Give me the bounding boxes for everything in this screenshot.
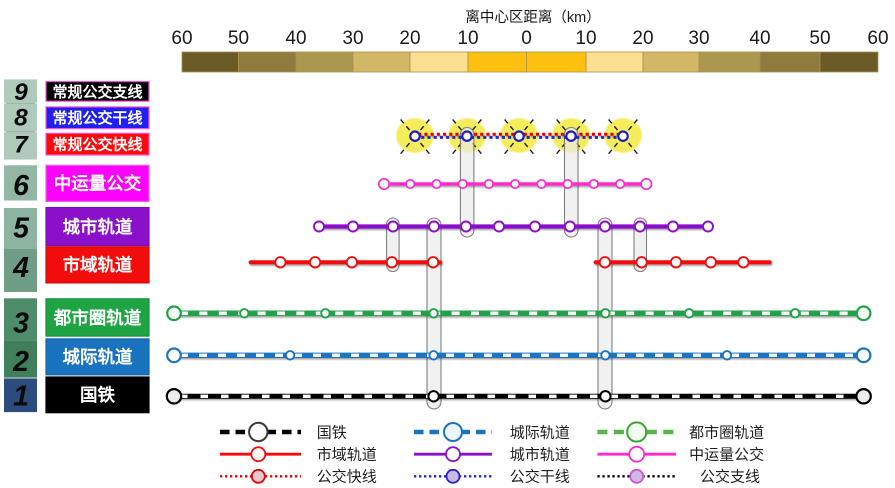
svg-text:常规公交干线: 常规公交干线	[52, 109, 142, 127]
svg-text:城市轨道: 城市轨道	[63, 217, 133, 237]
svg-text:市域轨道: 市域轨道	[317, 447, 377, 464]
svg-text:常规公交快线: 常规公交快线	[52, 136, 142, 154]
svg-text:10: 10	[457, 28, 478, 49]
svg-text:中运量公交: 中运量公交	[689, 446, 764, 464]
svg-text:国铁: 国铁	[317, 424, 347, 441]
svg-text:60: 60	[867, 28, 888, 49]
svg-text:20: 20	[399, 28, 420, 49]
svg-text:2: 2	[12, 346, 29, 378]
svg-text:国铁: 国铁	[80, 385, 115, 405]
svg-text:公交快线: 公交快线	[317, 468, 377, 486]
svg-text:0: 0	[521, 28, 532, 49]
svg-text:城际轨道: 城际轨道	[510, 424, 570, 441]
svg-text:20: 20	[632, 28, 653, 49]
svg-text:中运量公交: 中运量公交	[54, 174, 142, 194]
svg-text:5: 5	[13, 212, 30, 244]
svg-text:公交干线: 公交干线	[510, 468, 570, 486]
svg-text:40: 40	[749, 28, 770, 49]
svg-text:常规公交支线: 常规公交支线	[52, 83, 142, 101]
svg-text:离中心区距离（km）: 离中心区距离（km）	[465, 9, 600, 26]
svg-text:城市轨道: 城市轨道	[510, 447, 570, 464]
svg-text:9: 9	[14, 79, 28, 106]
svg-text:城际轨道: 城际轨道	[63, 347, 133, 367]
svg-text:4: 4	[12, 252, 29, 284]
svg-text:30: 30	[688, 28, 709, 49]
svg-text:50: 50	[809, 28, 830, 49]
svg-text:1: 1	[13, 381, 29, 413]
svg-text:市域轨道: 市域轨道	[63, 255, 133, 275]
svg-text:3: 3	[13, 307, 29, 339]
svg-text:都市圈轨道: 都市圈轨道	[53, 308, 142, 328]
svg-text:7: 7	[14, 131, 29, 158]
svg-text:60: 60	[171, 28, 192, 49]
svg-text:40: 40	[285, 28, 306, 49]
svg-text:10: 10	[575, 28, 596, 49]
svg-text:50: 50	[228, 28, 249, 49]
svg-text:都市圈轨道: 都市圈轨道	[689, 424, 764, 441]
svg-text:公交支线: 公交支线	[700, 468, 760, 486]
svg-text:30: 30	[342, 28, 363, 49]
svg-text:8: 8	[14, 104, 28, 131]
svg-text:6: 6	[13, 170, 29, 202]
